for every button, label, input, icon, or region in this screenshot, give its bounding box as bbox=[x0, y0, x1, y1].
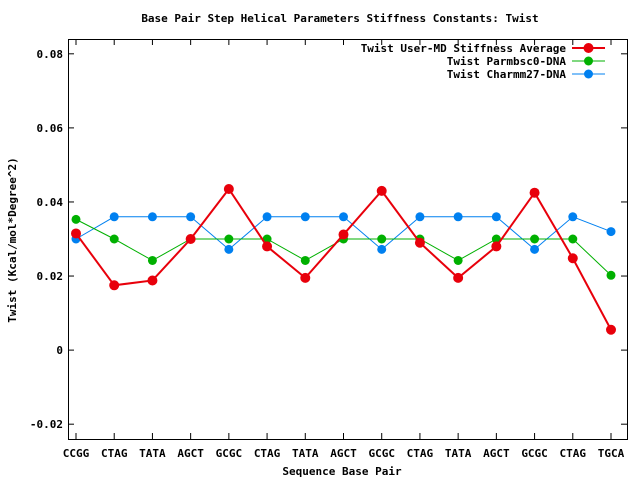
x-tick-label: CTAG bbox=[560, 447, 587, 460]
data-point bbox=[223, 184, 234, 194]
data-point bbox=[491, 241, 502, 252]
data-point bbox=[606, 270, 616, 280]
data-point bbox=[453, 255, 463, 265]
y-tick-label: 0.02 bbox=[37, 270, 64, 283]
data-point bbox=[224, 244, 234, 254]
x-tick-label: TATA bbox=[139, 447, 166, 460]
data-point bbox=[339, 212, 348, 222]
legend-marker bbox=[584, 56, 593, 66]
data-point bbox=[338, 229, 349, 240]
data-point bbox=[376, 185, 387, 196]
data-point bbox=[453, 212, 463, 222]
data-point bbox=[568, 212, 578, 222]
data-point bbox=[377, 234, 387, 244]
x-tick-label: AGCT bbox=[177, 447, 204, 460]
data-point bbox=[606, 227, 616, 237]
legend-label: Twist User-MD Stiffness Average bbox=[361, 42, 567, 55]
data-point bbox=[109, 212, 119, 222]
data-point bbox=[185, 234, 196, 244]
data-point bbox=[109, 234, 119, 244]
data-point bbox=[453, 272, 464, 283]
x-tick-label: AGCT bbox=[483, 447, 510, 460]
plot-frame bbox=[68, 39, 628, 440]
data-point bbox=[71, 214, 81, 224]
data-point bbox=[300, 255, 310, 265]
data-point bbox=[262, 212, 272, 222]
y-tick-label: -0.02 bbox=[30, 418, 63, 431]
x-tick-label: CTAG bbox=[101, 447, 128, 460]
x-tick-label: CCGG bbox=[63, 447, 90, 460]
x-tick-label: TGCA bbox=[598, 447, 625, 460]
x-tick-label: GCGC bbox=[368, 447, 395, 460]
x-tick-label: TATA bbox=[445, 447, 472, 460]
data-point bbox=[300, 212, 310, 222]
x-tick-label: TATA bbox=[292, 447, 319, 460]
data-point bbox=[147, 275, 158, 286]
data-point bbox=[606, 324, 616, 335]
legend-marker bbox=[584, 69, 593, 79]
data-point bbox=[147, 255, 157, 265]
x-tick-label: CTAG bbox=[254, 447, 281, 460]
y-axis: -0.02 0 0.02 0.04 0.06 0.08 bbox=[30, 48, 627, 431]
y-axis-label: Twist (Kcal/mol*Degree^2) bbox=[6, 157, 19, 323]
data-point bbox=[300, 272, 311, 283]
legend-label: Twist Charmm27-DNA bbox=[447, 68, 567, 81]
y-tick-label: 0.06 bbox=[37, 122, 64, 135]
x-tick-label: AGCT bbox=[330, 447, 357, 460]
data-point bbox=[186, 212, 196, 222]
x-axis-label: Sequence Base Pair bbox=[282, 465, 402, 478]
data-point bbox=[529, 187, 540, 198]
x-tick-label: CTAG bbox=[407, 447, 434, 460]
data-point bbox=[415, 212, 425, 222]
data-point bbox=[414, 237, 425, 248]
data-point bbox=[224, 234, 234, 244]
data-point bbox=[377, 244, 387, 254]
data-point bbox=[568, 234, 578, 244]
data-point bbox=[491, 234, 501, 244]
data-point bbox=[71, 228, 81, 239]
data-point bbox=[530, 234, 540, 244]
x-tick-label: GCGC bbox=[216, 447, 243, 460]
legend-marker bbox=[583, 43, 594, 53]
data-point bbox=[109, 280, 120, 291]
data-point bbox=[147, 212, 157, 222]
chart-title: Base Pair Step Helical Parameters Stiffn… bbox=[141, 12, 538, 25]
y-tick-label: 0 bbox=[56, 344, 63, 357]
data-point bbox=[262, 241, 273, 252]
data-point bbox=[567, 253, 578, 264]
data-point bbox=[530, 244, 540, 254]
x-axis: CCGG CTAG TATA AGCT GCGC CTAG TATA AGCT GCGC CTAG… bbox=[63, 39, 625, 460]
y-tick-label: 0.08 bbox=[37, 48, 64, 61]
data-point bbox=[491, 212, 501, 222]
x-tick-label: GCGC bbox=[521, 447, 548, 460]
series-0 bbox=[71, 184, 616, 335]
legend-label: Twist Parmbsc0-DNA bbox=[447, 55, 567, 68]
series-layer bbox=[71, 184, 616, 335]
y-tick-label: 0.04 bbox=[37, 196, 64, 209]
